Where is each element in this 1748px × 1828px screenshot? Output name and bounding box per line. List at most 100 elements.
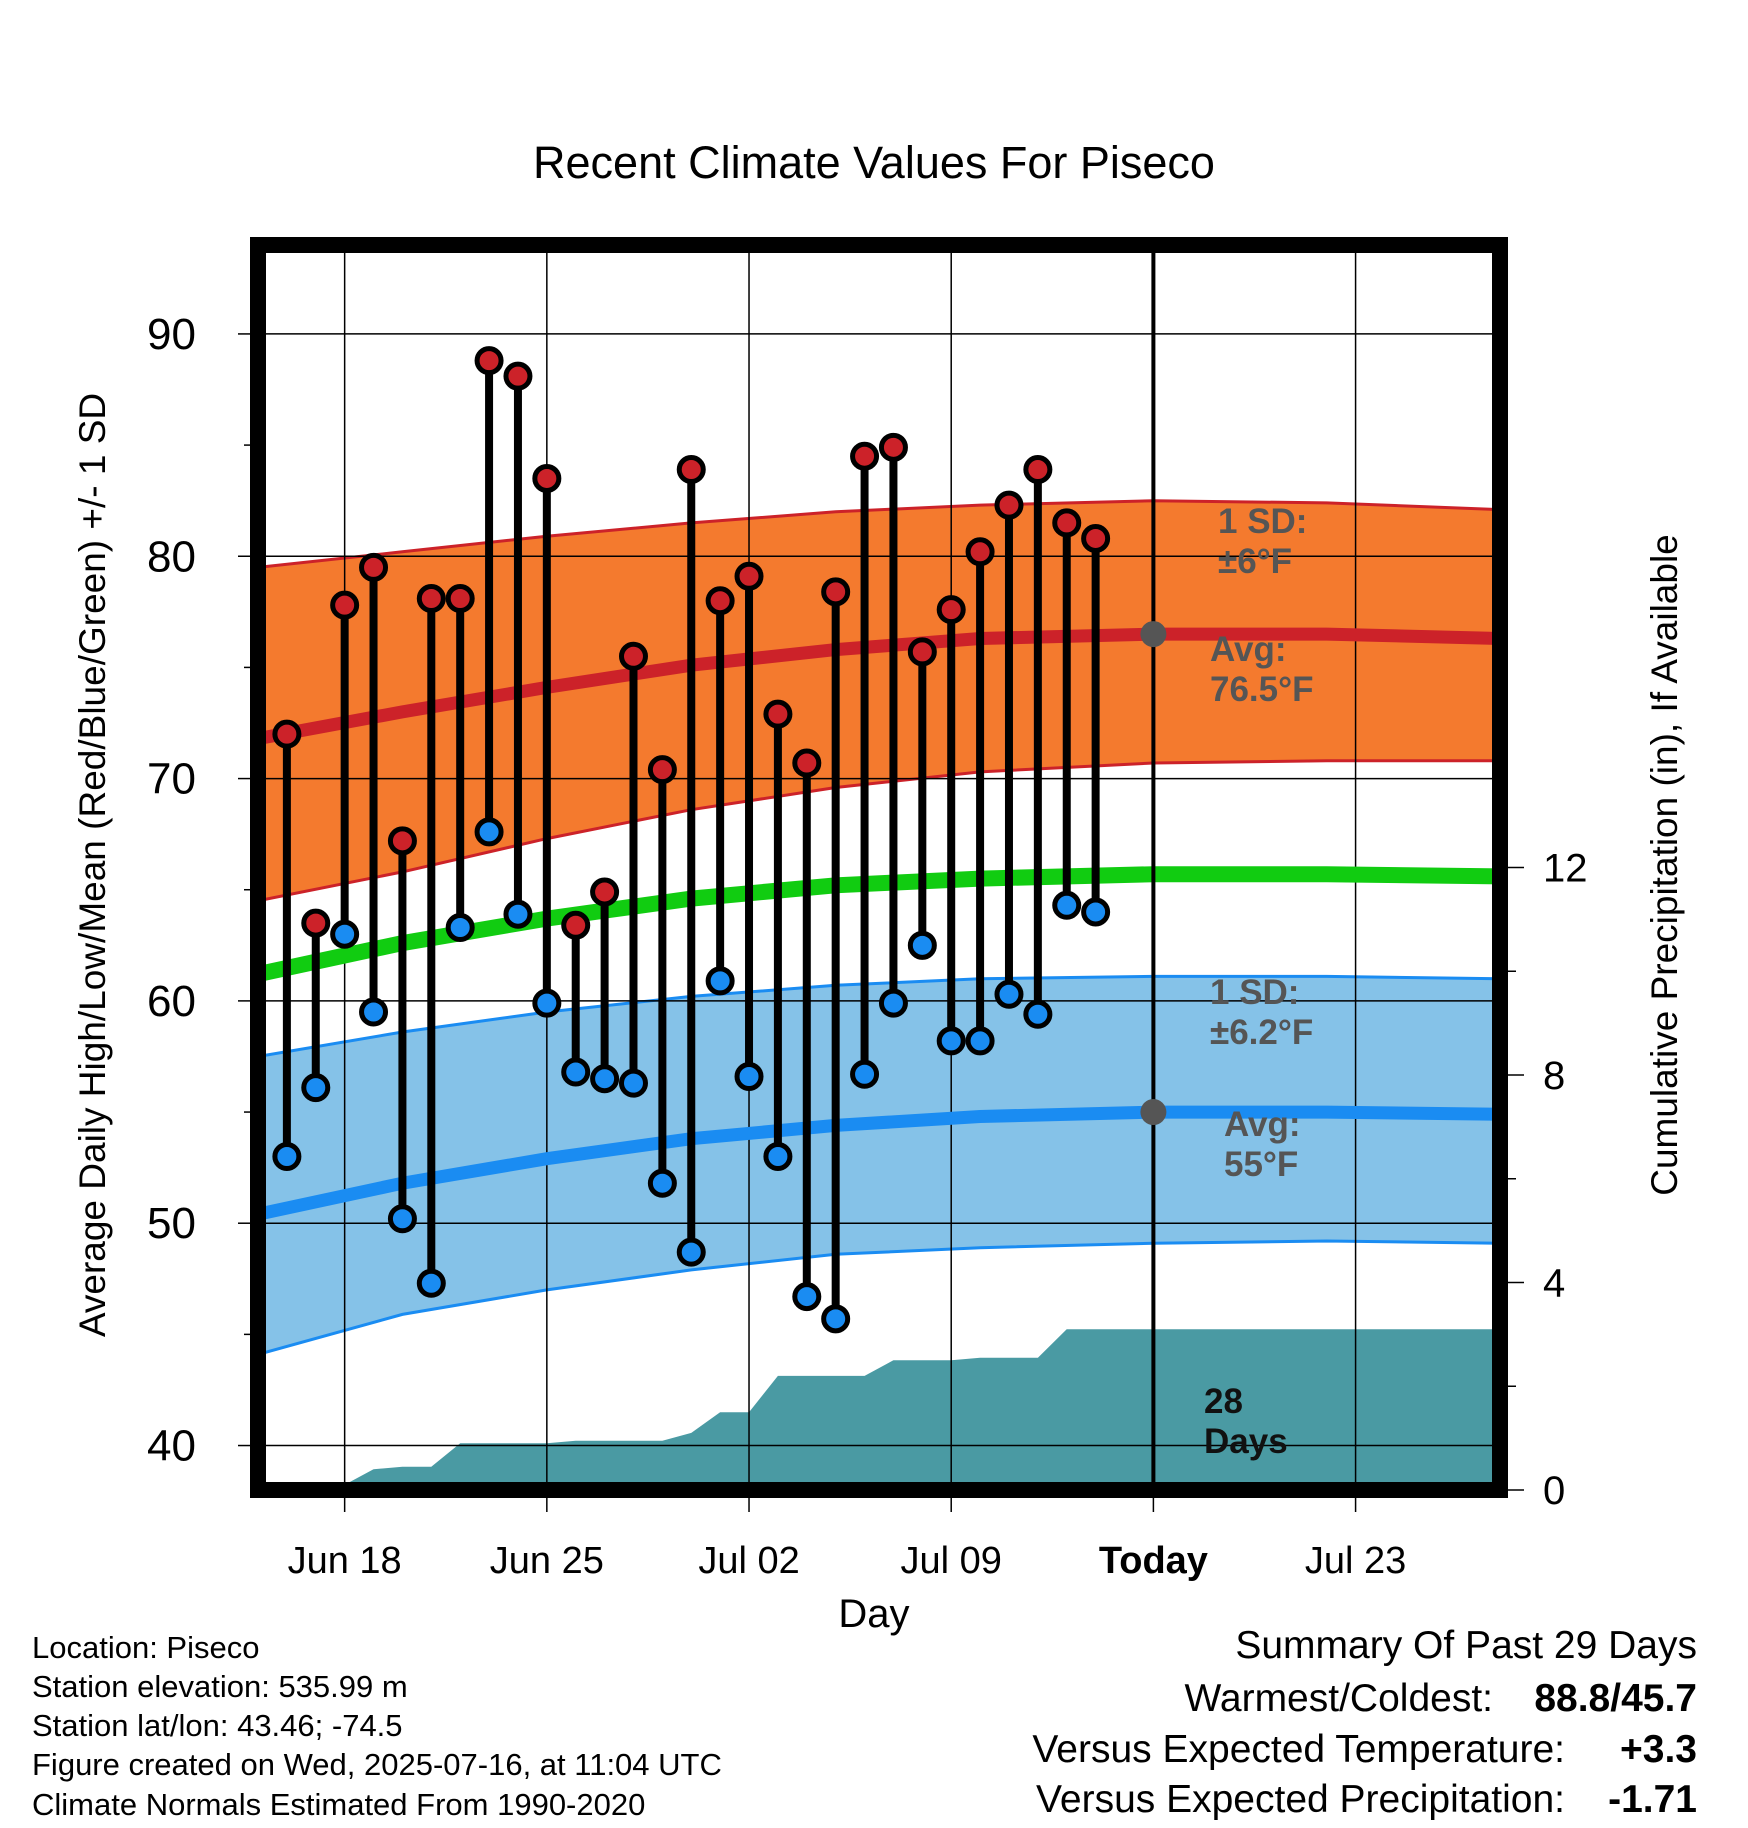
day-bar [1023, 455, 1053, 1029]
chart-title: Recent Climate Values For Piseco [533, 137, 1215, 188]
low-sd-annotation-line: ±6.2°F [1210, 1013, 1313, 1052]
day-bar [416, 583, 446, 1298]
daily-high-point [387, 826, 417, 856]
daily-high-point [850, 441, 880, 471]
daily-high-point [618, 641, 648, 671]
daily-low-point [359, 997, 389, 1027]
low-sd-annotation-line: 1 SD: [1210, 973, 1299, 1012]
daily-low-point [503, 899, 533, 929]
summary-warmest-label: Warmest/Coldest: [1185, 1677, 1493, 1720]
daily-low-point [272, 1142, 302, 1172]
day-bar [763, 699, 793, 1172]
day-bar [1081, 523, 1111, 927]
daily-low-point [532, 988, 562, 1018]
daily-low-point [821, 1304, 851, 1334]
footer-location: Location: Piseco [32, 1630, 259, 1665]
day-bar [936, 595, 966, 1056]
high-sd-annotation-line: 1 SD: [1218, 502, 1307, 541]
daily-high-point [474, 346, 504, 376]
daily-low-point [387, 1204, 417, 1234]
y-tick-label: 60 [147, 977, 196, 1026]
day-bar [272, 719, 302, 1172]
day-bar [590, 877, 620, 1094]
day-bar [821, 577, 851, 1334]
daily-low-point [1081, 897, 1111, 927]
daily-low-point [590, 1064, 620, 1094]
daily-high-point [763, 699, 793, 729]
x-tick-label: Today [1099, 1540, 1208, 1582]
daily-low-point [792, 1282, 822, 1312]
daily-high-point [416, 583, 446, 613]
day-bar [676, 455, 706, 1267]
day-bar [705, 586, 735, 996]
daily-high-point [445, 583, 475, 613]
day-bar [503, 361, 533, 929]
day-bar [387, 826, 417, 1234]
day-bar [792, 748, 822, 1312]
summary-precip-label: Versus Expected Precipitation: [1036, 1778, 1565, 1821]
days-annotation-line: Days [1204, 1422, 1288, 1461]
daily-low-point [850, 1059, 880, 1089]
y-tick-label: 80 [147, 532, 196, 581]
avg-mean-line [258, 866, 1500, 983]
y-axis-label: Average Daily High/Low/Mean (Red/Blue/Gr… [72, 393, 113, 1337]
summary-coldest-value: 45.7 [1621, 1677, 1697, 1720]
daily-high-point [792, 748, 822, 778]
daily-high-point [359, 552, 389, 582]
y-tick-label: 40 [147, 1422, 196, 1471]
summary-precip-value: -1.71 [1608, 1778, 1697, 1821]
daily-low-point [618, 1068, 648, 1098]
footer: Location: Piseco Station elevation: 535.… [32, 1630, 722, 1822]
daily-low-point [474, 817, 504, 847]
high-avg-annotation: Avg: 76.5°F [1210, 630, 1314, 709]
daily-high-point [878, 432, 908, 462]
summary-title: Summary Of Past 29 Days [1235, 1624, 1697, 1667]
day-bar [878, 432, 908, 1018]
daily-high-point [532, 463, 562, 493]
daily-high-point [590, 877, 620, 907]
day-bar [734, 561, 764, 1091]
daily-low-point [907, 930, 937, 960]
daily-high-point [821, 577, 851, 607]
y-tick-label: 90 [147, 310, 196, 359]
days-annotation: 28 Days [1204, 1382, 1288, 1461]
day-bar [301, 908, 331, 1103]
day-bar [850, 441, 880, 1089]
low-sd-band [258, 976, 1500, 1355]
precip-area [258, 1329, 1500, 1490]
high-sd-annotation-line: ±6°F [1218, 542, 1292, 581]
day-bar [647, 755, 677, 1198]
day-bar [618, 641, 648, 1098]
daily-high-point [561, 910, 591, 940]
daily-low-point [878, 988, 908, 1018]
daily-low-point [647, 1168, 677, 1198]
day-bar [532, 463, 562, 1018]
daily-high-point [936, 595, 966, 625]
day-bar [330, 590, 360, 949]
summary-temp-label: Versus Expected Temperature: [1032, 1728, 1565, 1771]
daily-low-point [1052, 890, 1082, 920]
daily-low-point [676, 1237, 706, 1267]
x-tick-label: Jul 23 [1305, 1540, 1406, 1582]
daily-low-point [734, 1061, 764, 1091]
days-annotation-line: 28 [1204, 1382, 1243, 1421]
daily-high-point [1023, 455, 1053, 485]
x-tick-label: Jul 02 [698, 1540, 799, 1582]
footer-created: Figure created on Wed, 2025-07-16, at 11… [32, 1747, 722, 1782]
high-sd-annotation: 1 SD: ±6°F [1218, 502, 1307, 581]
daily-high-point [907, 637, 937, 667]
low-avg-annotation: Avg: 55°F [1224, 1105, 1300, 1184]
y2-tick-label: 12 [1543, 847, 1588, 891]
daily-low-point [416, 1268, 446, 1298]
low-sd-annotation: 1 SD: ±6.2°F [1210, 973, 1313, 1052]
daily-high-point [1052, 508, 1082, 538]
daily-low-point [936, 1026, 966, 1056]
x-axis-label: Day [838, 1592, 909, 1636]
daily-high-point [503, 361, 533, 391]
low-avg-annotation-line: 55°F [1224, 1145, 1298, 1184]
y2-tick-label: 8 [1543, 1054, 1565, 1098]
daily-high-point [734, 561, 764, 591]
daily-high-point [994, 490, 1024, 520]
daily-high-point [647, 755, 677, 785]
